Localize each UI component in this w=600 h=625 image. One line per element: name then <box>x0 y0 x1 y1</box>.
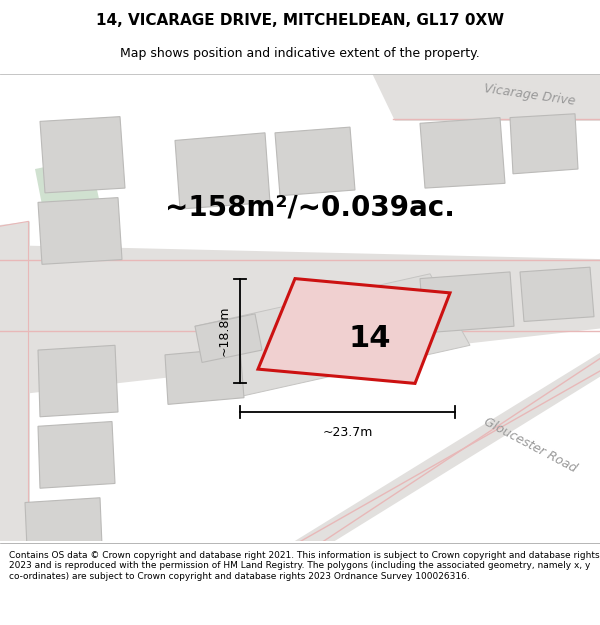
Text: Vicarage Drive: Vicarage Drive <box>289 294 382 320</box>
Polygon shape <box>195 274 470 398</box>
Polygon shape <box>165 348 244 404</box>
Text: ~23.7m: ~23.7m <box>322 426 373 439</box>
Polygon shape <box>0 245 600 398</box>
Polygon shape <box>40 117 125 193</box>
Polygon shape <box>38 421 115 488</box>
Text: 14, VICARAGE DRIVE, MITCHELDEAN, GL17 0XW: 14, VICARAGE DRIVE, MITCHELDEAN, GL17 0X… <box>96 13 504 28</box>
Text: Map shows position and indicative extent of the property.: Map shows position and indicative extent… <box>120 47 480 59</box>
Polygon shape <box>38 345 118 417</box>
Text: Vicarage Drive: Vicarage Drive <box>484 82 577 107</box>
Polygon shape <box>280 341 600 550</box>
Polygon shape <box>420 272 514 333</box>
Text: Contains OS data © Crown copyright and database right 2021. This information is : Contains OS data © Crown copyright and d… <box>9 551 599 581</box>
Polygon shape <box>510 114 578 174</box>
Text: ~18.8m: ~18.8m <box>218 306 230 356</box>
Polygon shape <box>370 69 600 121</box>
Text: 14: 14 <box>348 324 391 353</box>
Polygon shape <box>35 158 105 236</box>
Polygon shape <box>275 127 355 196</box>
Polygon shape <box>258 279 450 383</box>
Polygon shape <box>0 221 30 550</box>
Polygon shape <box>195 314 262 362</box>
Polygon shape <box>25 498 102 548</box>
Polygon shape <box>175 133 270 209</box>
Polygon shape <box>420 118 505 188</box>
Polygon shape <box>520 267 594 321</box>
Polygon shape <box>38 198 122 264</box>
Text: Gloucester Road: Gloucester Road <box>481 416 578 476</box>
Text: ~158m²/~0.039ac.: ~158m²/~0.039ac. <box>165 193 455 221</box>
